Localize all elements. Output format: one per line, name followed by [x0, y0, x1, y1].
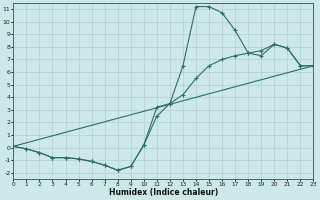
X-axis label: Humidex (Indice chaleur): Humidex (Indice chaleur) — [109, 188, 218, 197]
